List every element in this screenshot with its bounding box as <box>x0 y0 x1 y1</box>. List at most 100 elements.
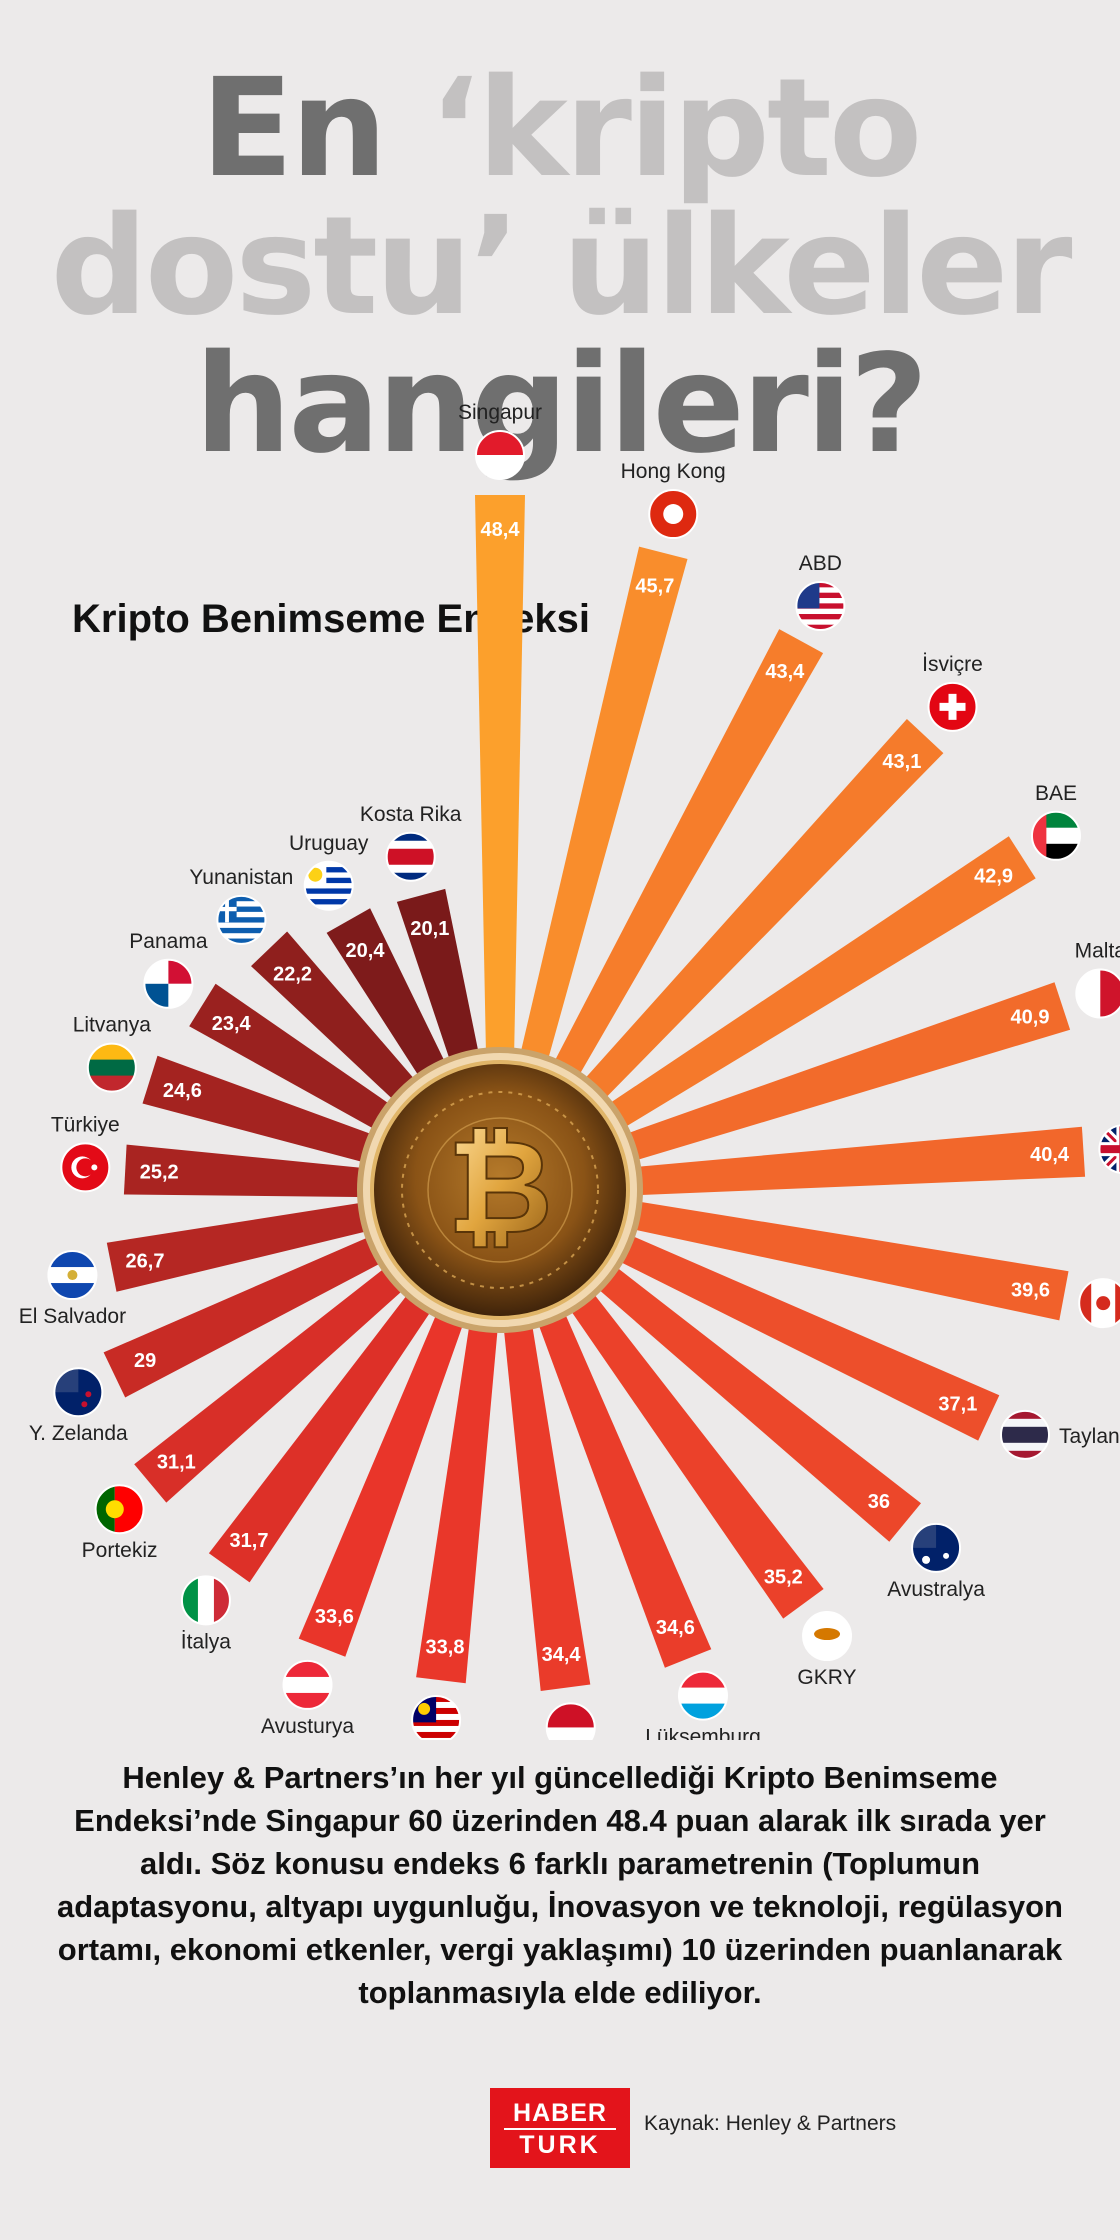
country-label: İtalya <box>181 1630 232 1653</box>
country-label: Hong Kong <box>621 460 726 483</box>
bars-layer <box>103 495 1086 1691</box>
title-line-3: hangileri? <box>194 326 929 484</box>
country-label: Avusturya <box>261 1715 354 1738</box>
flag-hong-kong-icon <box>648 489 699 540</box>
flag-greece-icon <box>216 894 267 945</box>
bar-singapore <box>475 495 525 1070</box>
title-line-2: dostu’ ülkeler <box>50 188 1073 346</box>
flag-canada-icon <box>1078 1278 1120 1329</box>
value-label: 22,2 <box>273 963 312 985</box>
bar-australia <box>584 1255 921 1542</box>
bar-panama <box>189 983 406 1139</box>
value-label: 20,4 <box>346 940 386 962</box>
country-label: El Salvador <box>19 1305 126 1328</box>
value-label: 43,4 <box>765 661 805 683</box>
bar-thailand <box>602 1228 1000 1441</box>
country-label: Kosta Rika <box>360 803 462 826</box>
flag-singapore-icon <box>475 430 525 480</box>
value-label: 25,2 <box>140 1161 179 1183</box>
bar-turkey <box>123 1144 381 1198</box>
flag-costa-rica-icon <box>385 831 436 882</box>
bar-austria <box>298 1296 470 1657</box>
value-label: 39,6 <box>1011 1280 1050 1302</box>
source-text: Kaynak: Henley & Partners <box>644 2112 897 2135</box>
country-label: Uruguay <box>289 832 369 855</box>
bar-uk <box>618 1126 1086 1196</box>
country-label: Tayland <box>1059 1425 1120 1448</box>
country-label: GKRY <box>797 1666 856 1689</box>
value-label: 37,1 <box>938 1394 977 1416</box>
description-text: Henley & Partners’ın her yıl güncellediğ… <box>57 1760 1063 2010</box>
value-label: 31,1 <box>157 1452 196 1474</box>
bar-el-salvador <box>106 1199 386 1292</box>
country-label: İsviçre <box>922 653 983 676</box>
svg-text:₿: ₿ <box>447 1111 553 1263</box>
value-label: 45,7 <box>635 576 674 598</box>
flag-uk-icon <box>1098 1124 1120 1174</box>
bar-costa-rica <box>396 888 483 1078</box>
value-label: 34,6 <box>656 1617 695 1639</box>
flag-turkey-icon <box>60 1142 111 1193</box>
flag-new-zealand-icon <box>53 1367 104 1418</box>
flag-austria-icon <box>282 1659 333 1710</box>
page-title: En ‘kripto dostu’ ülkeler hangileri? <box>0 60 1120 474</box>
value-label: 33,8 <box>426 1637 465 1659</box>
bar-canada <box>615 1198 1069 1321</box>
flag-panama-icon <box>143 958 194 1009</box>
flag-usa-icon <box>795 581 846 632</box>
flag-malaysia-icon <box>411 1694 462 1740</box>
value-label: 35,2 <box>764 1566 803 1588</box>
country-label: Avustralya <box>887 1578 985 1601</box>
value-label: 33,6 <box>315 1606 354 1628</box>
labels-layer: 48,4 Singapur 45,7 Hong Kong 43,4 ABD 43,1 İsvi… <box>19 401 1120 1740</box>
country-label: Singapur <box>458 401 542 424</box>
bar-luxembourg <box>531 1296 712 1668</box>
bar-greece <box>251 931 427 1113</box>
bar-switzerland <box>572 719 944 1112</box>
bar-uae <box>593 836 1036 1138</box>
country-label: Malta <box>1075 940 1120 963</box>
value-label: 31,7 <box>230 1530 269 1552</box>
flag-thailand-icon <box>1000 1409 1051 1460</box>
bar-cyprus <box>559 1278 824 1619</box>
flag-uruguay-icon <box>303 860 354 911</box>
country-label: Panama <box>129 930 208 953</box>
value-label: 29 <box>134 1350 156 1372</box>
bar-italy <box>208 1279 442 1583</box>
bitcoin-icon: ₿ <box>357 1047 643 1333</box>
bar-portugal <box>134 1256 417 1503</box>
value-label: 40,9 <box>1011 1007 1050 1029</box>
bar-new-zealand <box>103 1229 398 1398</box>
flag-cyprus-icon <box>802 1611 853 1662</box>
flag-malta-icon <box>1075 968 1120 1019</box>
title-line-1: En ‘kripto <box>200 50 923 208</box>
bar-uruguay <box>326 908 454 1093</box>
country-label: Lüksemburg <box>645 1726 761 1740</box>
flag-uae-icon <box>1030 810 1081 861</box>
value-label: 48,4 <box>481 519 521 541</box>
value-label: 20,1 <box>410 918 449 940</box>
bar-malta <box>609 982 1071 1166</box>
value-label: 34,4 <box>542 1644 582 1666</box>
country-label: Y. Zelanda <box>29 1422 128 1445</box>
country-label: Yunanistan <box>189 866 293 889</box>
radial-bar-chart: ₿ 48,4 Singapur 45,7 Hong Kong 43,4 ABD 43,1 İs… <box>19 401 1120 1740</box>
flag-luxembourg-icon <box>677 1670 728 1721</box>
bar-hong-kong <box>516 546 688 1078</box>
value-label: 24,6 <box>163 1080 202 1102</box>
value-label: 43,1 <box>882 751 921 773</box>
bar-malaysia <box>416 1307 500 1684</box>
value-label: 23,4 <box>212 1013 252 1035</box>
bar-monaco <box>502 1307 591 1691</box>
bar-usa <box>545 629 824 1092</box>
flag-portugal-icon <box>94 1484 145 1535</box>
country-label: ABD <box>799 552 842 575</box>
flag-lithuania-icon <box>86 1042 137 1093</box>
value-label: 40,4 <box>1030 1144 1070 1166</box>
country-label: BAE <box>1035 782 1077 805</box>
flag-el-salvador-icon <box>47 1250 98 1301</box>
value-label: 26,7 <box>126 1251 165 1273</box>
value-label: 36 <box>868 1491 890 1513</box>
country-label: Litvanya <box>73 1014 152 1037</box>
value-label: 42,9 <box>974 866 1013 888</box>
